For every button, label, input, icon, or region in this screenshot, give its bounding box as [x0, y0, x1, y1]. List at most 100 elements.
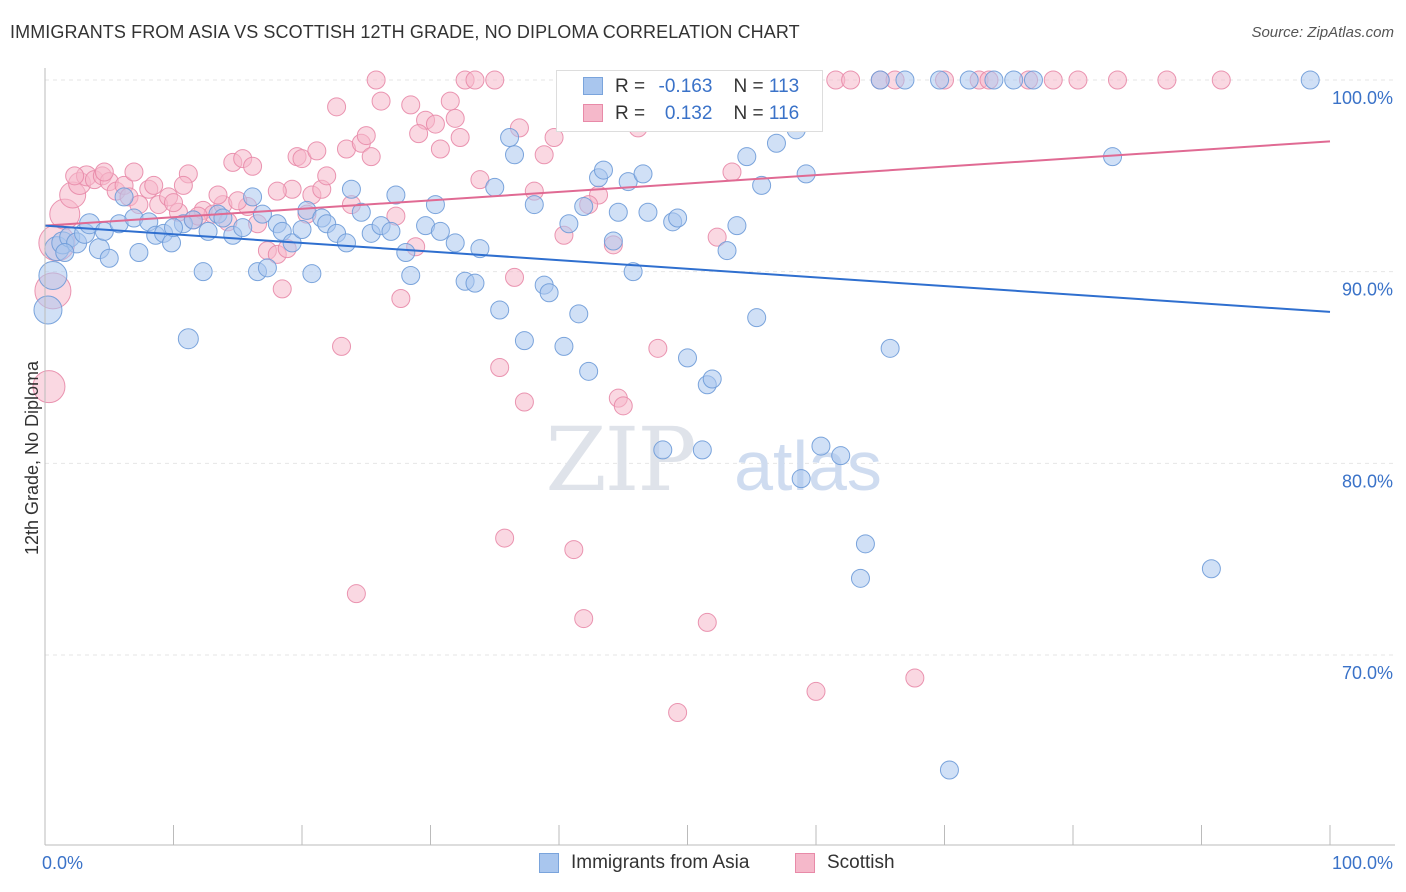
- scatter-point: [1004, 70, 1024, 90]
- scatter-point: [1068, 70, 1088, 90]
- scatter-point: [727, 216, 747, 236]
- scatter-point: [401, 266, 421, 285]
- y-axis-label-group: 12th Grade, No Diploma: [22, 360, 42, 555]
- scatter-point: [702, 369, 722, 389]
- scatter-point: [1023, 70, 1043, 90]
- scatter-point: [737, 147, 757, 167]
- scatter-point: [440, 91, 460, 111]
- stats-legend: R = -0.163 N = 113 R = 0.132 N = 116: [556, 70, 823, 132]
- scatter-point: [445, 233, 465, 253]
- scatter-point: [332, 336, 352, 356]
- scatter-point: [880, 338, 900, 358]
- scatter-point: [233, 218, 253, 238]
- scatter-point: [1211, 70, 1231, 90]
- chart-source: Source: ZipAtlas.com: [1251, 24, 1394, 41]
- scatter-point: [356, 126, 376, 146]
- scatter-point: [243, 156, 263, 176]
- scatter-point: [351, 202, 371, 222]
- scatter-point: [623, 262, 643, 282]
- scatter-point: [559, 214, 579, 234]
- scatter-point: [401, 95, 421, 115]
- scatter-point: [243, 187, 263, 207]
- scatter-point: [430, 221, 450, 241]
- scatter-point: [895, 70, 915, 90]
- scatter-point: [984, 70, 1004, 90]
- scatter-point: [796, 164, 816, 184]
- scatter-point: [272, 279, 292, 299]
- series-immigrants-from-asia: [33, 70, 1320, 780]
- scatter-point: [164, 218, 183, 238]
- scatter-point: [648, 338, 668, 358]
- scatter-point: [495, 528, 515, 548]
- legend-n-label: N =: [733, 76, 764, 97]
- y-tick-label: 70.0%: [1342, 663, 1393, 683]
- svg-text:ZIP: ZIP: [545, 408, 694, 511]
- scatter-point: [425, 195, 445, 215]
- scatter-point: [490, 358, 510, 377]
- scatter-point: [485, 177, 505, 197]
- scatter-point: [766, 133, 786, 153]
- chart-title: IMMIGRANTS FROM ASIA VS SCOTTISH 12TH GR…: [10, 22, 800, 42]
- scatter-point: [1157, 70, 1177, 90]
- scatter-point: [327, 97, 347, 117]
- y-tick-label: 100.0%: [1332, 88, 1393, 108]
- scatter-point: [939, 760, 959, 780]
- scatter-point: [55, 243, 75, 262]
- scatter-point: [633, 164, 653, 184]
- scatter-point: [554, 336, 574, 356]
- scatter-point: [164, 193, 183, 213]
- scatter-point: [267, 181, 287, 201]
- legend-row-scottish: R = 0.132 N = 116: [557, 102, 822, 128]
- legend-n-value: 116: [768, 103, 800, 124]
- scatter-point: [292, 220, 312, 239]
- scatter-point: [653, 440, 673, 460]
- scatter-point: [603, 231, 623, 251]
- scatter-point: [850, 568, 870, 588]
- trend-line-immigrants-from-asia: [44, 224, 1331, 313]
- scatter-point: [697, 612, 717, 632]
- scatter-point: [346, 584, 366, 604]
- scatter-point: [608, 202, 628, 222]
- scatter-point: [409, 124, 429, 144]
- trend-lines: [44, 140, 1331, 313]
- scatter-point: [341, 179, 361, 199]
- legend-n-label: N =: [733, 103, 764, 124]
- scatter-point: [124, 162, 144, 182]
- scatter-point: [94, 162, 114, 182]
- scatter-point: [870, 70, 890, 90]
- scatter-point: [564, 540, 584, 560]
- scatter-point: [747, 308, 767, 328]
- scatter-point: [470, 170, 490, 190]
- scatter-point: [366, 70, 386, 90]
- scatter-point: [302, 264, 322, 284]
- scatter-point: [806, 681, 826, 701]
- scatter-point: [445, 108, 465, 128]
- scatter-point: [430, 139, 450, 159]
- scatter-point: [336, 233, 356, 253]
- scatter-point: [500, 128, 520, 147]
- scatter-point: [297, 200, 317, 220]
- scatter-point: [574, 197, 594, 216]
- scatter-point: [514, 392, 534, 412]
- scatter-point: [505, 267, 525, 287]
- scatter-point: [173, 175, 193, 195]
- scatter-point: [257, 258, 277, 278]
- blue-swatch-icon: [539, 853, 559, 873]
- legend-r-label: R =: [615, 76, 646, 97]
- scatter-point: [524, 195, 544, 215]
- scatter-point: [38, 261, 68, 290]
- scatter-point: [213, 208, 233, 228]
- scatter-point: [959, 70, 979, 90]
- scatter-point: [470, 239, 490, 259]
- scatter-point: [252, 204, 272, 224]
- scatter-point: [593, 160, 613, 180]
- scatter-point: [490, 300, 510, 320]
- scatter-point: [1043, 70, 1063, 90]
- scatter-point: [465, 273, 485, 293]
- scatter-point: [65, 166, 85, 186]
- scatter-point: [831, 446, 851, 466]
- scatter-point: [183, 210, 203, 230]
- legend-n-value: 113: [768, 76, 800, 97]
- scatter-point: [707, 227, 727, 247]
